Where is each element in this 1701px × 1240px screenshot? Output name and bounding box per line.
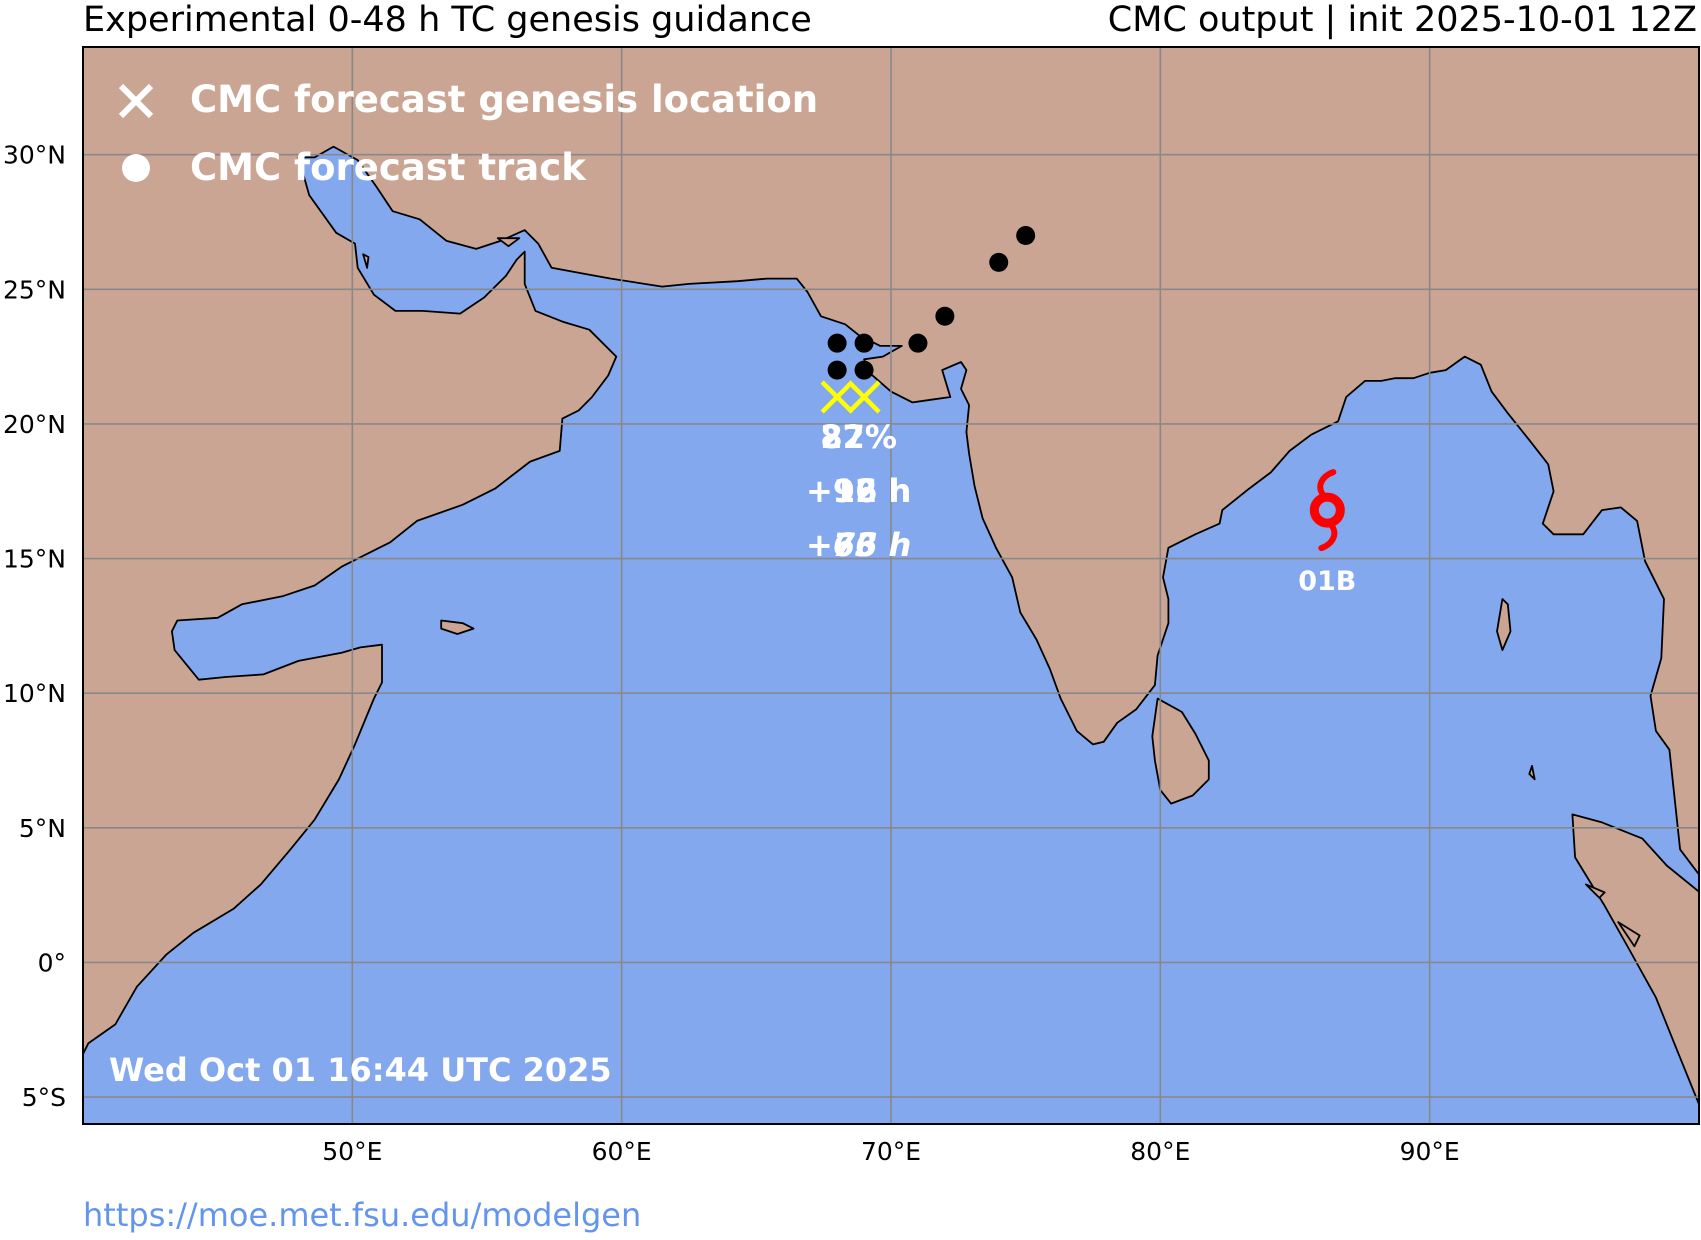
genesis-point bbox=[820, 380, 854, 414]
track-point bbox=[827, 360, 847, 380]
genesis-point bbox=[847, 380, 881, 414]
land-areas bbox=[83, 47, 1699, 1107]
tropical-cyclone-icon bbox=[1309, 469, 1345, 552]
lat-tick-label: 25°N bbox=[3, 275, 66, 304]
lat-tick-label: 0° bbox=[38, 948, 66, 977]
landmass-sri-lanka bbox=[1151, 697, 1210, 805]
track-point bbox=[989, 252, 1009, 272]
genesis-markers bbox=[820, 380, 881, 414]
lon-tick-label: 70°E bbox=[861, 1137, 921, 1166]
track-point bbox=[908, 333, 928, 353]
filled-circle-icon bbox=[122, 154, 150, 182]
genesis-label-line: 82% bbox=[820, 418, 897, 456]
landmass-eurasia-africa bbox=[83, 47, 1699, 1107]
genesis-label-line: +96 h bbox=[806, 472, 911, 510]
latitude-tick-labels: 30°N 25°N 20°N 15°N 10°N 5°N 0° 5°S bbox=[3, 141, 66, 1112]
lat-tick-label: 5°S bbox=[22, 1083, 66, 1112]
genesis-label: 27% +12 h +63 h bbox=[806, 418, 911, 564]
chart-title-right: CMC output | init 2025-10-01 12Z bbox=[1107, 0, 1697, 40]
lat-tick-label: 20°N bbox=[3, 410, 66, 439]
legend: CMC forecast genesis location CMC foreca… bbox=[118, 78, 818, 189]
track-point bbox=[935, 306, 955, 326]
legend-genesis-label: CMC forecast genesis location bbox=[190, 78, 818, 121]
genesis-label-line: +63 h bbox=[806, 526, 911, 564]
landmass-andaman bbox=[1496, 598, 1512, 651]
landmass-bahrain bbox=[362, 253, 370, 269]
lat-tick-label: 5°N bbox=[19, 814, 66, 843]
genesis-labels: 82% +96 h +76 h 27% +12 h +63 h bbox=[806, 418, 911, 564]
source-url-link[interactable]: https://moe.met.fsu.edu/modelgen bbox=[83, 1196, 642, 1234]
genesis-label-line: 27% bbox=[820, 418, 897, 456]
chart-title-left: Experimental 0-48 h TC genesis guidance bbox=[83, 0, 812, 40]
timestamp: Wed Oct 01 16:44 UTC 2025 bbox=[109, 1051, 612, 1089]
track-point bbox=[854, 360, 874, 380]
landmass-nias bbox=[1617, 921, 1641, 948]
longitude-tick-labels: 50°E 60°E 70°E 80°E 90°E bbox=[322, 1137, 1459, 1166]
lon-tick-label: 90°E bbox=[1400, 1137, 1460, 1166]
landmass-socotra bbox=[440, 619, 475, 635]
lat-tick-label: 30°N bbox=[3, 141, 66, 170]
landmass-simeulue bbox=[1585, 883, 1606, 899]
landmass-qeshm bbox=[496, 237, 521, 248]
genesis-label-line: +12 h bbox=[806, 472, 911, 510]
track-point bbox=[1016, 225, 1036, 245]
track-point bbox=[827, 333, 847, 353]
genesis-label: 82% +96 h +76 h bbox=[806, 418, 911, 564]
genesis-label-line: +76 h bbox=[806, 526, 911, 564]
graticule bbox=[83, 47, 1699, 1124]
lon-tick-label: 50°E bbox=[322, 1137, 382, 1166]
lat-tick-label: 15°N bbox=[3, 545, 66, 574]
track-point bbox=[854, 333, 874, 353]
lat-tick-label: 10°N bbox=[3, 679, 66, 708]
legend-track-label: CMC forecast track bbox=[190, 146, 587, 189]
storm-name-label: 01B bbox=[1298, 566, 1356, 597]
forecast-track bbox=[827, 225, 1036, 380]
landmass-nicobar bbox=[1528, 765, 1536, 781]
x-marker-icon bbox=[118, 83, 154, 119]
lon-tick-label: 80°E bbox=[1130, 1137, 1190, 1166]
map-frame bbox=[82, 46, 1700, 1125]
lon-tick-label: 60°E bbox=[592, 1137, 652, 1166]
active-storms: 01B bbox=[1298, 469, 1356, 597]
